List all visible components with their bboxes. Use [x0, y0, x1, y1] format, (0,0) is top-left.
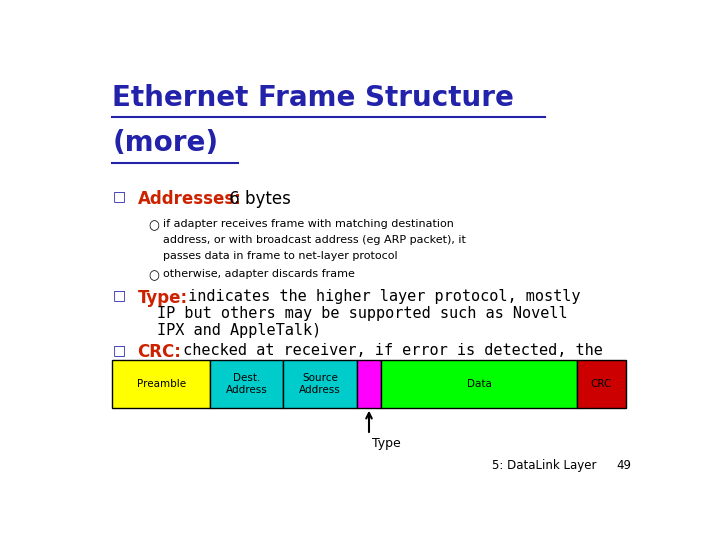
Bar [210, 360, 284, 408]
Text: IP but others may be supported such as Novell: IP but others may be supported such as N… [157, 306, 567, 321]
Text: CRC:: CRC: [138, 343, 181, 361]
Text: indicates the higher layer protocol, mostly: indicates the higher layer protocol, mos… [179, 288, 581, 303]
Text: ○: ○ [148, 269, 159, 282]
Text: □: □ [112, 288, 125, 302]
Text: CRC: CRC [590, 379, 612, 389]
Text: (more): (more) [112, 129, 218, 157]
Text: □: □ [112, 190, 125, 204]
Text: Addresses:: Addresses: [138, 190, 241, 207]
Text: Source
Address: Source Address [300, 373, 341, 395]
Text: if adapter receives frame with matching destination: if adapter receives frame with matching … [163, 219, 454, 230]
Bar [357, 360, 381, 408]
Text: Type: Type [372, 437, 400, 450]
Bar [284, 360, 357, 408]
Text: Type:: Type: [138, 288, 187, 307]
Text: Data: Data [467, 379, 492, 389]
Text: 6 bytes: 6 bytes [224, 190, 291, 207]
Text: otherwise, adapter discards frame: otherwise, adapter discards frame [163, 269, 354, 279]
Text: 5: DataLink Layer: 5: DataLink Layer [492, 460, 596, 472]
Text: Ethernet Frame Structure: Ethernet Frame Structure [112, 84, 514, 112]
Text: address, or with broadcast address (eg ARP packet), it: address, or with broadcast address (eg A… [163, 235, 465, 245]
Bar [112, 360, 210, 408]
Text: 49: 49 [616, 460, 631, 472]
Bar [381, 360, 577, 408]
Bar [577, 360, 626, 408]
Text: Preamble: Preamble [137, 379, 186, 389]
Text: Dest.
Address: Dest. Address [226, 373, 268, 395]
Text: passes data in frame to net-layer protocol: passes data in frame to net-layer protoc… [163, 251, 397, 261]
Text: ○: ○ [148, 219, 159, 233]
Text: IPX and AppleTalk): IPX and AppleTalk) [157, 322, 321, 338]
Text: checked at receiver, if error is detected, the: checked at receiver, if error is detecte… [174, 343, 603, 359]
Text: □: □ [112, 343, 125, 357]
